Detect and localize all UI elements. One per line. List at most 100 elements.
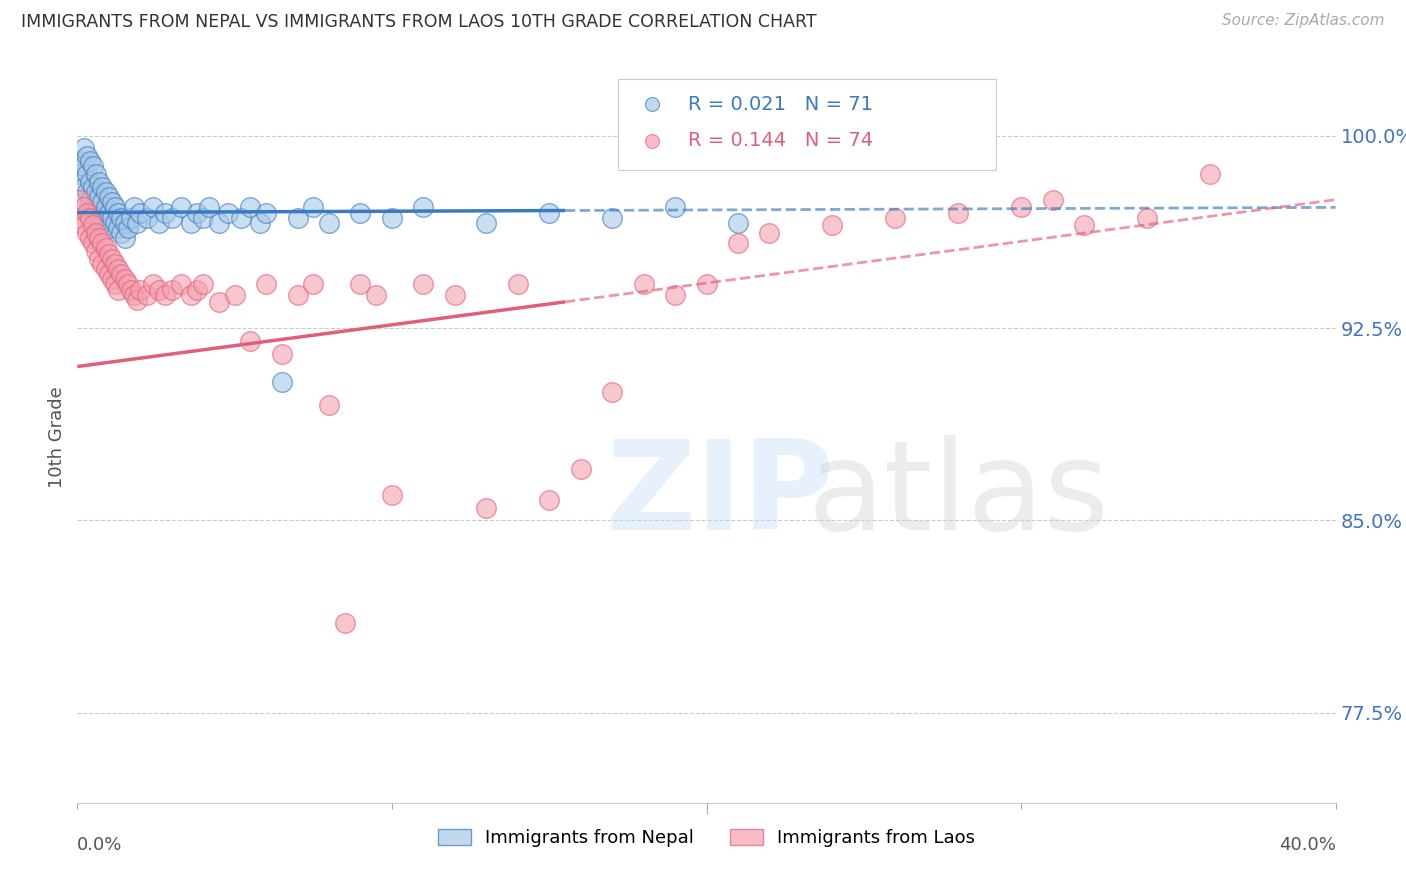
- Point: [101, 252, 124, 266]
- FancyBboxPatch shape: [619, 78, 995, 170]
- Point: [1136, 211, 1159, 225]
- Text: Source: ZipAtlas.com: Source: ZipAtlas.com: [1222, 13, 1385, 29]
- Text: 40.0%: 40.0%: [1279, 836, 1336, 854]
- Point: [191, 277, 215, 292]
- Point: [1199, 167, 1222, 181]
- Point: [208, 216, 231, 230]
- Point: [148, 283, 170, 297]
- Point: [229, 211, 252, 225]
- Point: [101, 195, 124, 210]
- Point: [97, 205, 120, 219]
- Point: [127, 216, 149, 230]
- Point: [270, 375, 292, 389]
- Point: [727, 236, 749, 251]
- Point: [76, 167, 98, 181]
- Point: [318, 216, 340, 230]
- Point: [302, 277, 325, 292]
- Point: [249, 216, 271, 230]
- Point: [180, 216, 202, 230]
- Point: [110, 226, 132, 240]
- Point: [72, 141, 94, 155]
- Point: [155, 205, 177, 219]
- Point: [94, 262, 117, 277]
- Point: [366, 287, 388, 301]
- Point: [69, 193, 91, 207]
- Point: [506, 277, 529, 292]
- Point: [110, 211, 132, 225]
- Point: [94, 242, 117, 256]
- Point: [239, 200, 262, 214]
- Point: [107, 262, 129, 277]
- Point: [97, 246, 120, 260]
- Point: [114, 231, 136, 245]
- Point: [349, 277, 371, 292]
- Point: [122, 287, 145, 301]
- Point: [107, 205, 129, 219]
- Point: [191, 211, 215, 225]
- Point: [381, 211, 404, 225]
- Point: [412, 277, 434, 292]
- Point: [538, 492, 561, 507]
- Point: [254, 277, 277, 292]
- Point: [72, 219, 94, 233]
- Point: [89, 211, 111, 225]
- Point: [97, 221, 120, 235]
- Point: [208, 295, 231, 310]
- Point: [349, 205, 371, 219]
- Point: [69, 154, 91, 169]
- Point: [104, 277, 127, 292]
- Point: [198, 200, 221, 214]
- Point: [633, 277, 655, 292]
- Point: [104, 216, 127, 230]
- Point: [381, 488, 404, 502]
- Point: [318, 398, 340, 412]
- Point: [170, 277, 193, 292]
- Point: [72, 200, 94, 214]
- Point: [884, 211, 907, 225]
- Point: [89, 190, 111, 204]
- Point: [89, 231, 111, 245]
- Point: [107, 283, 129, 297]
- Text: 0.0%: 0.0%: [77, 836, 122, 854]
- Point: [97, 267, 120, 281]
- Point: [727, 216, 749, 230]
- Point: [114, 272, 136, 286]
- Point: [89, 175, 111, 189]
- Point: [84, 167, 107, 181]
- Point: [155, 287, 177, 301]
- Text: IMMIGRANTS FROM NEPAL VS IMMIGRANTS FROM LAOS 10TH GRADE CORRELATION CHART: IMMIGRANTS FROM NEPAL VS IMMIGRANTS FROM…: [21, 13, 817, 31]
- Point: [1073, 219, 1095, 233]
- Point: [76, 149, 98, 163]
- Point: [127, 293, 149, 307]
- Point: [91, 236, 114, 251]
- Point: [82, 219, 104, 233]
- Point: [180, 287, 202, 301]
- Legend: Immigrants from Nepal, Immigrants from Laos: Immigrants from Nepal, Immigrants from L…: [429, 820, 984, 856]
- Point: [129, 283, 152, 297]
- Point: [475, 500, 498, 515]
- Point: [664, 287, 686, 301]
- Point: [186, 283, 208, 297]
- Point: [664, 200, 686, 214]
- Point: [160, 211, 183, 225]
- Point: [129, 205, 152, 219]
- Point: [91, 257, 114, 271]
- Point: [110, 267, 132, 281]
- Point: [120, 283, 142, 297]
- Point: [84, 244, 107, 258]
- Point: [170, 200, 193, 214]
- Point: [117, 277, 139, 292]
- Point: [91, 195, 114, 210]
- Point: [821, 219, 844, 233]
- Point: [333, 616, 356, 631]
- Point: [91, 216, 114, 230]
- Point: [76, 185, 98, 199]
- Text: atlas: atlas: [807, 435, 1109, 556]
- Point: [94, 185, 117, 199]
- Point: [135, 211, 157, 225]
- Text: ZIP: ZIP: [606, 435, 835, 556]
- Point: [79, 175, 101, 189]
- Point: [72, 159, 94, 173]
- Point: [120, 211, 142, 225]
- Point: [84, 185, 107, 199]
